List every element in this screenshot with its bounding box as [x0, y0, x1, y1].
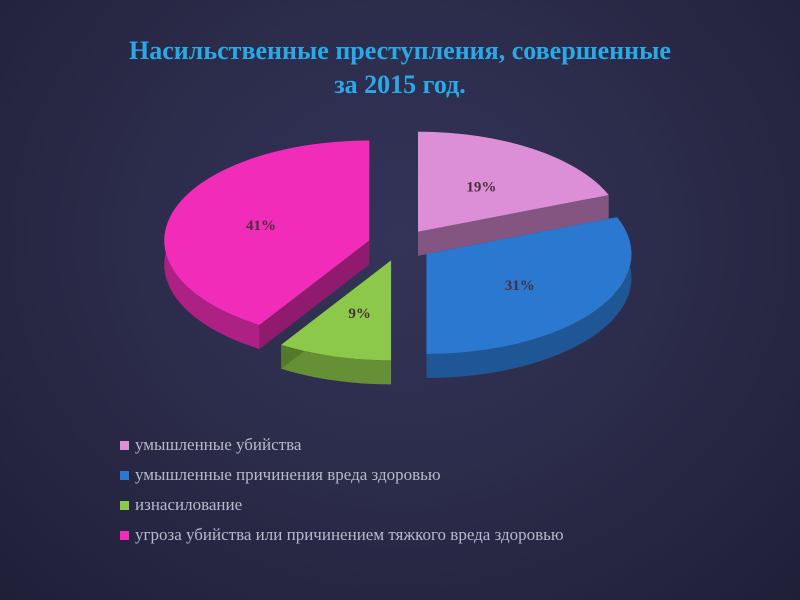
pie-slice: [164, 140, 370, 325]
title-line-1: Насильственные преступления, совершенные: [129, 36, 671, 65]
pie-slice: [281, 260, 392, 361]
pie-slice: [417, 131, 609, 232]
pie-slice-group: [281, 260, 392, 385]
legend-swatch: [120, 470, 129, 480]
pie-slice: [426, 217, 632, 354]
legend-item: угроза убийства или причинением тяжкого …: [120, 520, 760, 550]
pie-slice-group: [417, 131, 609, 256]
pie-slice-group: [164, 140, 370, 349]
pie-data-label: 9%: [348, 306, 371, 322]
pie-data-label: 41%: [246, 218, 276, 234]
legend-label: умышленные причинения вреда здоровью: [135, 465, 441, 484]
legend-swatch: [120, 500, 129, 510]
pie-slice-group: [426, 217, 632, 378]
pie-data-label: 19%: [466, 179, 496, 195]
legend-label: угроза убийства или причинением тяжкого …: [135, 525, 564, 544]
pie-slice-edge: [259, 240, 370, 349]
pie-slice-side: [426, 217, 632, 378]
legend-item: умышленные причинения вреда здоровью: [120, 460, 760, 490]
legend-swatch: [120, 530, 129, 540]
slide-title: Насильственные преступления, совершенные…: [60, 34, 740, 102]
legend-swatch: [120, 440, 129, 450]
pie-slice-side: [281, 344, 392, 385]
chart-legend: умышленные убийства умышленные причинени…: [120, 430, 760, 550]
pie-chart: 19% 31% 9% 41%: [164, 131, 632, 385]
pie-slice-edge: [417, 194, 609, 256]
legend-item: изнасилование: [120, 490, 760, 520]
legend-label: умышленные убийства: [135, 435, 302, 454]
pie-data-label: 31%: [505, 278, 535, 294]
legend-label: изнасилование: [135, 495, 243, 514]
title-line-2: за 2015 год.: [334, 70, 466, 99]
legend-item: умышленные убийства: [120, 430, 760, 460]
